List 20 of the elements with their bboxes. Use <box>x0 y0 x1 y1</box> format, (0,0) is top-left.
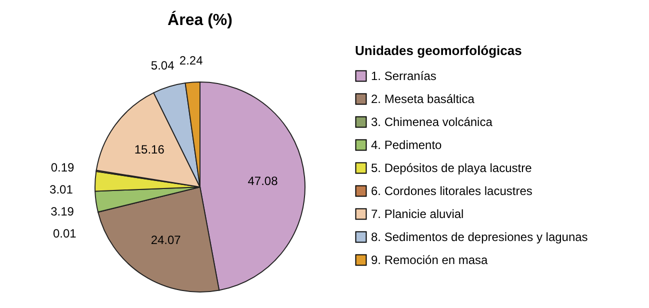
legend-title: Unidades geomorfológicas <box>355 43 522 58</box>
legend-label: 5. Depósitos de playa lacustre <box>371 161 532 175</box>
legend-label: 6. Cordones litorales lacustres <box>371 184 532 198</box>
data-label: 0.19 <box>50 160 75 174</box>
data-label: 0.01 <box>52 226 77 240</box>
data-label: 24.07 <box>150 232 182 247</box>
data-label: 5.04 <box>150 58 175 73</box>
data-label: 3.01 <box>50 182 74 196</box>
legend-label: 4. Pedimento <box>371 138 442 152</box>
chart-title: Área (%) <box>168 10 232 29</box>
data-label: 15.16 <box>134 142 165 157</box>
legend-label: 1. Serranías <box>371 69 436 83</box>
legend-label: 8. Sedimentos de depresiones y lagunas <box>371 230 588 244</box>
data-label: 47.08 <box>248 174 278 188</box>
legend-label: 2. Meseta basáltica <box>371 92 475 106</box>
legend-label: 7. Planicie aluvial <box>371 207 464 221</box>
data-label: 2.24 <box>179 53 204 68</box>
data-label: 3.19 <box>50 204 74 218</box>
legend-label: 3. Chimenea volcánica <box>371 115 493 129</box>
legend-label: 9. Remoción en masa <box>371 253 488 267</box>
